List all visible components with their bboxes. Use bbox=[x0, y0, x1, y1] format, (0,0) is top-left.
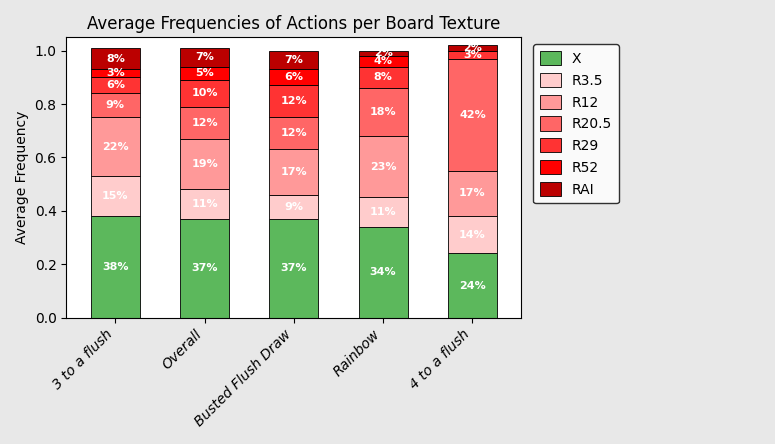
Text: 7%: 7% bbox=[284, 55, 303, 65]
Text: 3%: 3% bbox=[463, 50, 482, 59]
Bar bbox=[359, 88, 408, 136]
Text: 12%: 12% bbox=[281, 128, 307, 139]
Bar bbox=[448, 59, 497, 171]
Bar bbox=[359, 51, 408, 56]
Text: 37%: 37% bbox=[281, 263, 307, 273]
Bar bbox=[270, 117, 319, 150]
Text: 42%: 42% bbox=[459, 110, 486, 120]
Text: 8%: 8% bbox=[106, 54, 125, 63]
Bar bbox=[180, 219, 229, 317]
Text: 7%: 7% bbox=[195, 52, 214, 62]
Bar bbox=[448, 171, 497, 216]
Bar bbox=[270, 85, 319, 117]
Text: 6%: 6% bbox=[106, 80, 125, 91]
Text: 23%: 23% bbox=[370, 162, 396, 172]
Bar bbox=[91, 93, 140, 117]
Text: 17%: 17% bbox=[459, 188, 486, 198]
Bar bbox=[270, 150, 319, 195]
Text: 14%: 14% bbox=[459, 230, 486, 240]
Text: 12%: 12% bbox=[281, 96, 307, 107]
Text: 2%: 2% bbox=[463, 43, 482, 53]
Text: 6%: 6% bbox=[284, 72, 303, 83]
Bar bbox=[91, 69, 140, 77]
Text: 11%: 11% bbox=[370, 207, 397, 217]
Text: 24%: 24% bbox=[459, 281, 486, 290]
Legend: X, R3.5, R12, R20.5, R29, R52, RAI: X, R3.5, R12, R20.5, R29, R52, RAI bbox=[533, 44, 619, 203]
Bar bbox=[270, 195, 319, 219]
Text: 2%: 2% bbox=[374, 48, 393, 58]
Text: 19%: 19% bbox=[191, 159, 218, 169]
Bar bbox=[91, 77, 140, 93]
Text: 18%: 18% bbox=[370, 107, 397, 117]
Text: 5%: 5% bbox=[195, 68, 214, 78]
Bar bbox=[359, 227, 408, 317]
Text: 17%: 17% bbox=[281, 167, 307, 177]
Text: 8%: 8% bbox=[374, 72, 393, 83]
Bar bbox=[359, 136, 408, 198]
Bar bbox=[448, 45, 497, 51]
Bar bbox=[359, 67, 408, 88]
Text: 22%: 22% bbox=[102, 142, 129, 152]
Bar bbox=[270, 69, 319, 85]
Bar bbox=[270, 219, 319, 317]
Bar bbox=[180, 67, 229, 80]
Text: 38%: 38% bbox=[102, 262, 129, 272]
Text: 9%: 9% bbox=[284, 202, 303, 212]
Bar bbox=[180, 139, 229, 190]
Text: 10%: 10% bbox=[191, 88, 218, 99]
Bar bbox=[180, 190, 229, 219]
Bar bbox=[270, 51, 319, 69]
Text: 4%: 4% bbox=[374, 56, 393, 66]
Bar bbox=[448, 51, 497, 59]
Text: 12%: 12% bbox=[191, 118, 218, 128]
Title: Average Frequencies of Actions per Board Texture: Average Frequencies of Actions per Board… bbox=[87, 15, 501, 33]
Bar bbox=[180, 107, 229, 139]
Text: 34%: 34% bbox=[370, 267, 397, 277]
Bar bbox=[91, 117, 140, 176]
Text: 37%: 37% bbox=[191, 263, 218, 273]
Bar bbox=[91, 216, 140, 317]
Bar bbox=[359, 56, 408, 67]
Text: 15%: 15% bbox=[102, 191, 129, 201]
Text: 9%: 9% bbox=[106, 100, 125, 111]
Bar bbox=[180, 48, 229, 67]
Bar bbox=[448, 216, 497, 254]
Y-axis label: Average Frequency: Average Frequency bbox=[15, 111, 29, 244]
Text: 3%: 3% bbox=[106, 68, 125, 78]
Bar bbox=[91, 176, 140, 216]
Bar bbox=[448, 254, 497, 317]
Bar bbox=[359, 198, 408, 227]
Bar bbox=[180, 80, 229, 107]
Text: 11%: 11% bbox=[191, 199, 218, 209]
Bar bbox=[91, 48, 140, 69]
